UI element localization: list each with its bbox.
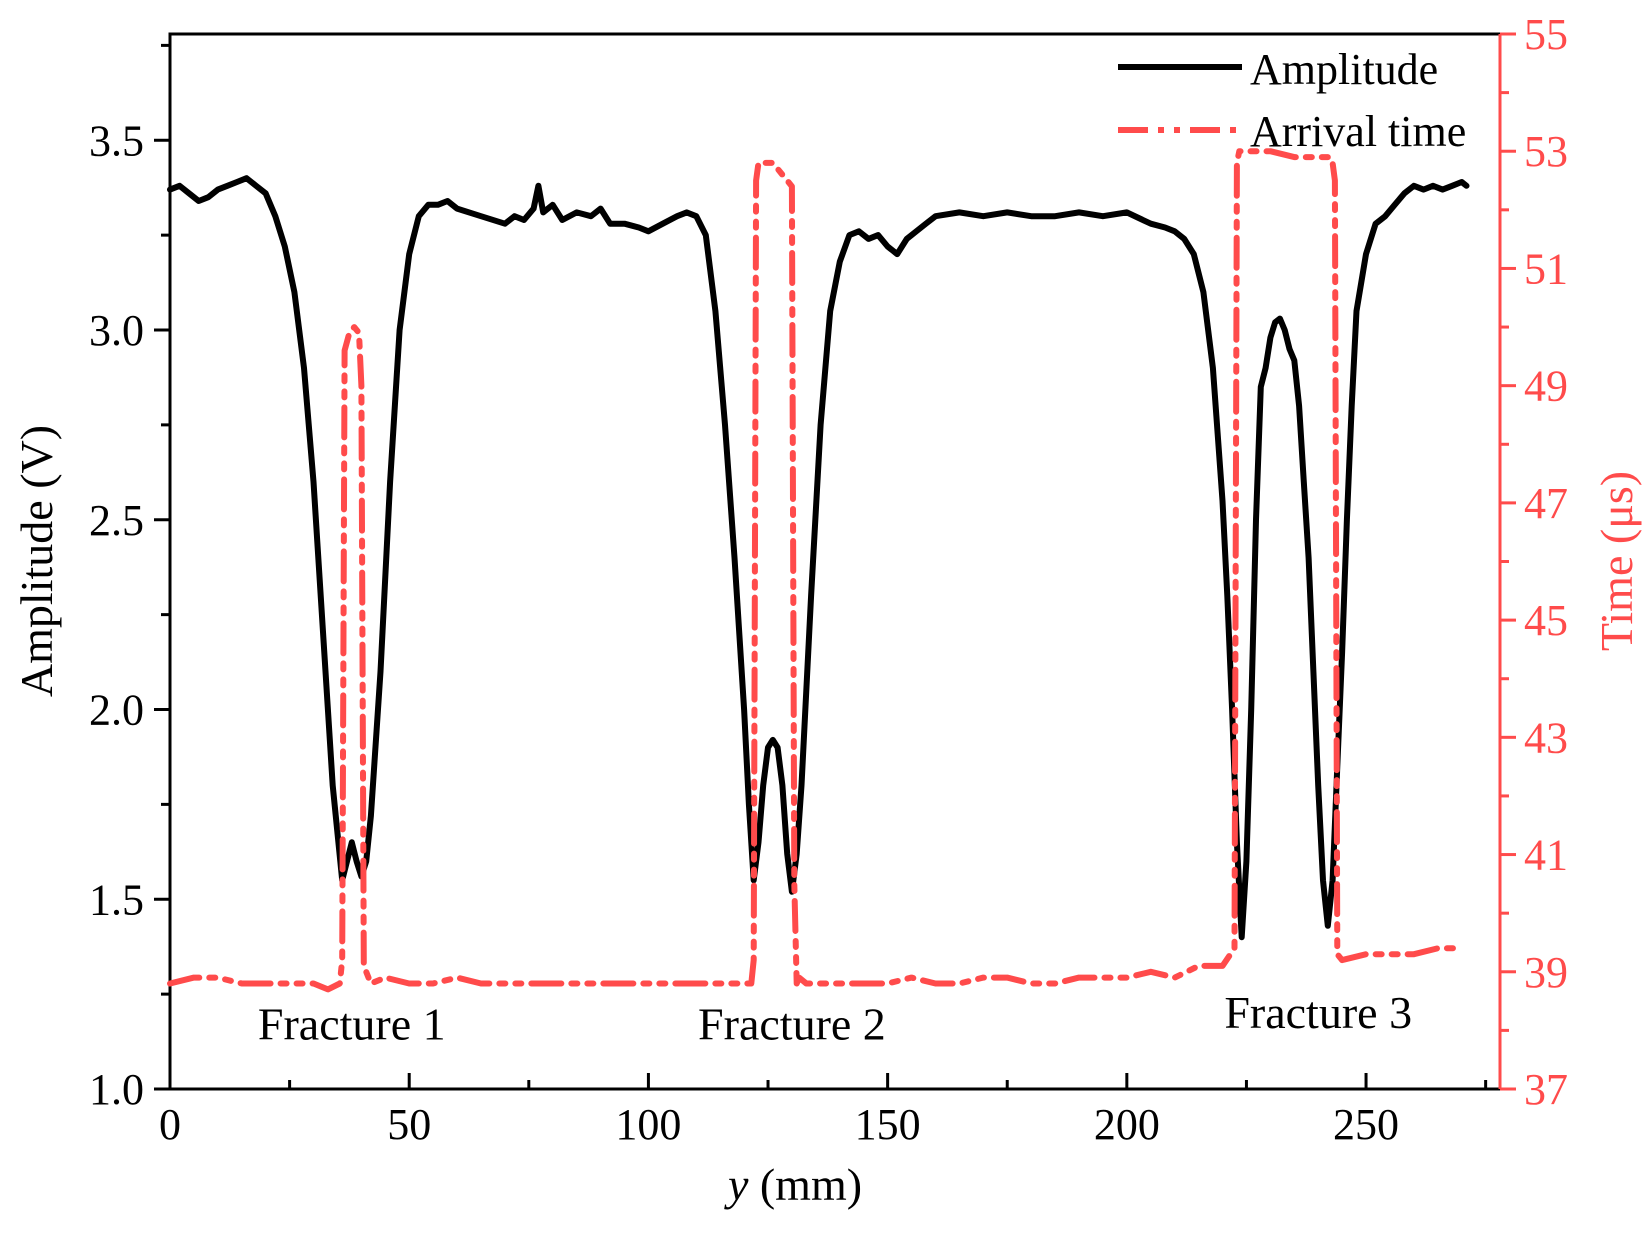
- y-tick-label: 1.5: [89, 875, 144, 924]
- y-tick-label: 3.0: [89, 306, 144, 355]
- x-axis-title: y (mm): [724, 1159, 862, 1210]
- x-tick-label: 250: [1333, 1100, 1399, 1149]
- x-tick-label: 0: [159, 1100, 181, 1149]
- y2-tick-label: 51: [1524, 244, 1568, 293]
- x-axis-unit: (mm): [760, 1159, 862, 1210]
- axis-ticks: 0 50 100 150 200 250 1.0 1.5 2.0 2.5 3.0 3.5 37 39 41 4…: [89, 10, 1568, 1149]
- y2-tick-label: 55: [1524, 10, 1568, 59]
- y2-tick-label: 49: [1524, 362, 1568, 411]
- x-tick-label: 100: [615, 1100, 681, 1149]
- y2-tick-label: 41: [1524, 831, 1568, 880]
- x-tick-label: 150: [855, 1100, 921, 1149]
- y2-tick-label: 53: [1524, 127, 1568, 176]
- y2-axis-title: Time (μs): [1591, 471, 1642, 651]
- fracture-annotations: Fracture 1 Fracture 2 Fracture 3: [258, 987, 1412, 1049]
- annotation-fracture-2: Fracture 2: [698, 998, 886, 1049]
- y-tick-label: 1.0: [89, 1065, 144, 1114]
- plot-frame: [168, 32, 1502, 1091]
- legend: Amplitude Arrival time: [1118, 45, 1466, 156]
- y2-tick-label: 47: [1524, 479, 1568, 528]
- x-tick-label: 200: [1094, 1100, 1160, 1149]
- legend-label-amplitude: Amplitude: [1250, 45, 1438, 94]
- y2-tick-label: 43: [1524, 713, 1568, 762]
- data-series: [167, 148, 1470, 993]
- x-tick-label: 50: [387, 1100, 431, 1149]
- y-tick-label: 3.5: [89, 116, 144, 165]
- y-tick-label: 2.5: [89, 496, 144, 545]
- annotation-fracture-1: Fracture 1: [258, 998, 446, 1049]
- y2-tick-label: 39: [1524, 948, 1568, 997]
- y2-tick-label: 37: [1524, 1065, 1568, 1114]
- y-axis-title: Amplitude (V): [11, 425, 62, 697]
- y2-tick-label: 45: [1524, 596, 1568, 645]
- y-tick-label: 2.0: [89, 686, 144, 735]
- legend-label-arrival-time: Arrival time: [1250, 107, 1466, 156]
- x-axis-variable: y: [724, 1159, 749, 1210]
- series-line-amplitude: [167, 175, 1470, 941]
- annotation-fracture-3: Fracture 3: [1224, 987, 1412, 1038]
- plot-area: [168, 32, 1502, 1091]
- series-line-arrival-time: [167, 148, 1465, 993]
